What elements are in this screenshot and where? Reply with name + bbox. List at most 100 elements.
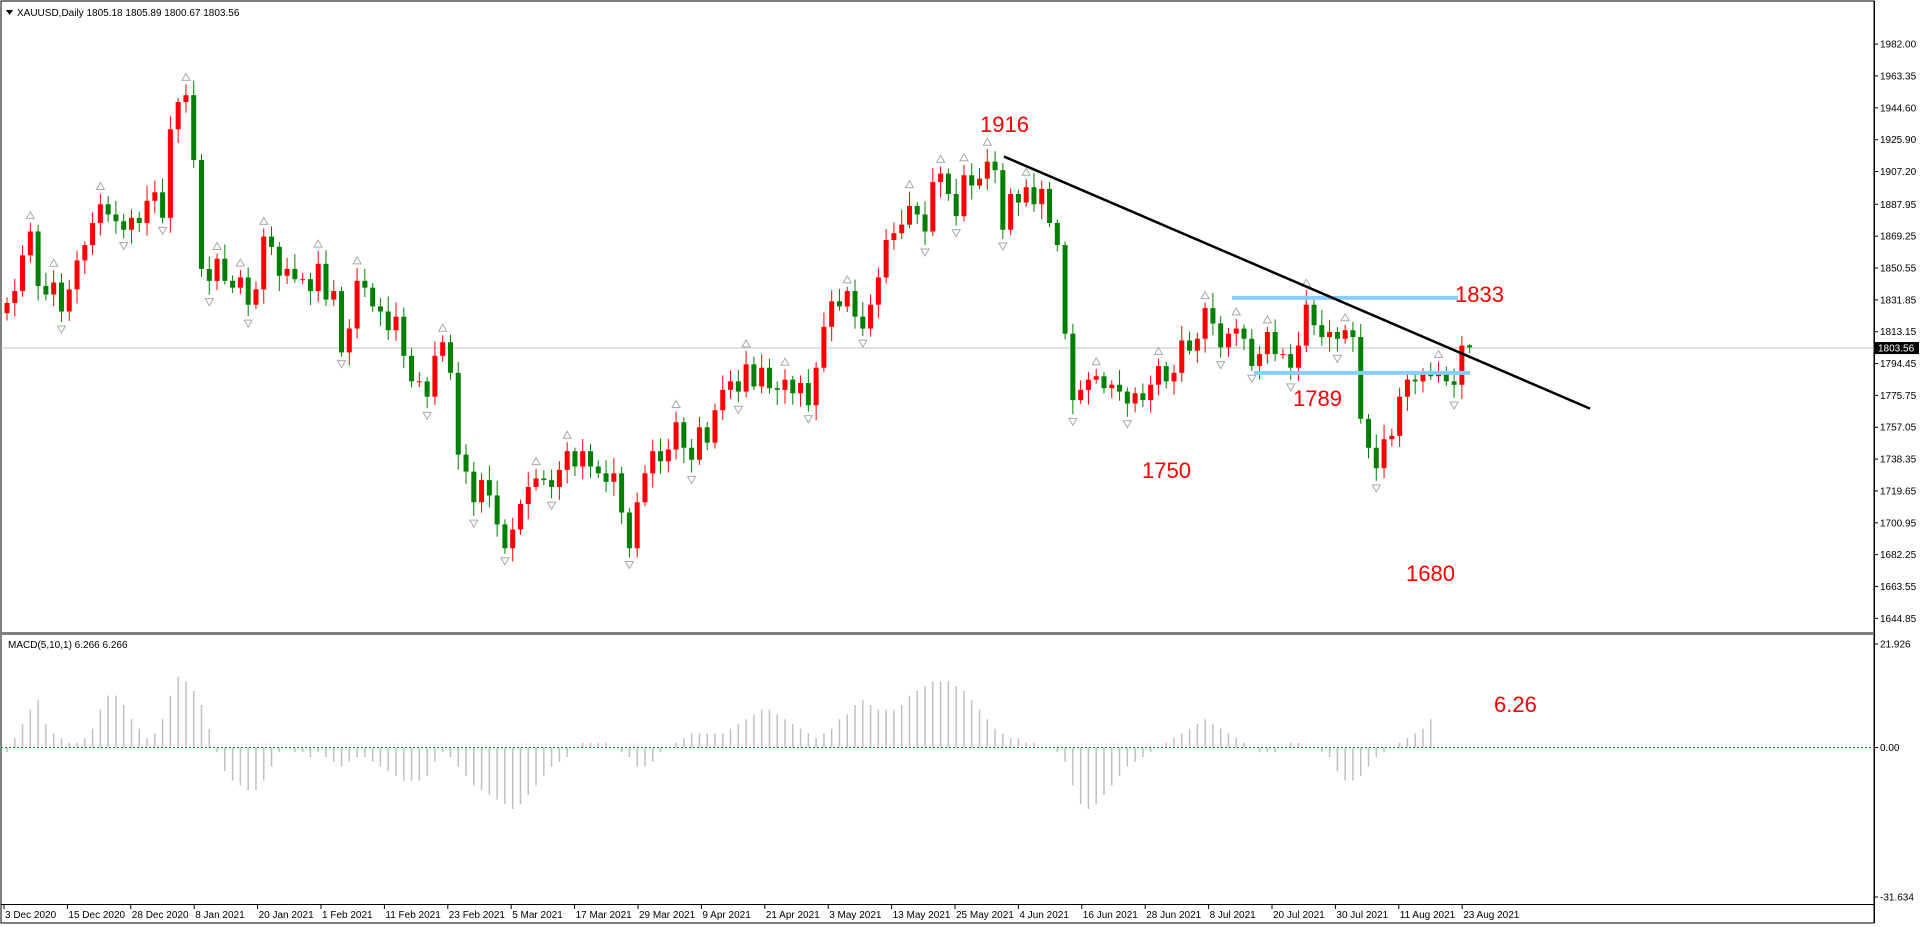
support-resistance-layer[interactable] xyxy=(1232,295,1470,375)
macd-histogram xyxy=(1,676,1874,809)
candle-bear xyxy=(1373,447,1379,469)
candle-bear xyxy=(339,291,345,353)
candle-bear xyxy=(1319,325,1325,338)
annotation-1916: 1916 xyxy=(980,112,1029,137)
candle-bull xyxy=(144,200,150,223)
fractal-up-icon xyxy=(780,357,790,366)
date-tick-label: 30 Jul 2021 xyxy=(1336,910,1388,921)
fractal-up-icon xyxy=(1433,349,1444,359)
candle-bear xyxy=(370,287,376,307)
fractal-down-icon xyxy=(1371,484,1382,493)
candle-bull xyxy=(1342,330,1348,339)
trendline-layer[interactable] xyxy=(1003,155,1591,410)
candle-bear xyxy=(1000,170,1006,230)
candle-bull xyxy=(1179,340,1185,373)
candle-bear xyxy=(1366,418,1371,448)
date-tick-label: 11 Feb 2021 xyxy=(385,910,441,921)
candle-bear xyxy=(1117,384,1123,392)
candles-layer xyxy=(4,80,1473,562)
candle-bull xyxy=(27,231,33,256)
candle-bull xyxy=(284,268,290,276)
candle-bull xyxy=(1233,328,1239,334)
candle-bull xyxy=(82,245,88,261)
candle-bear xyxy=(790,379,796,394)
candle-bull xyxy=(1327,331,1333,338)
fractal-up-icon xyxy=(741,338,751,348)
fractal-down-icon xyxy=(733,405,744,415)
candle-bear xyxy=(572,451,578,467)
candle-bull xyxy=(556,469,562,487)
candle-bear xyxy=(230,280,236,288)
candle-bear xyxy=(113,214,119,222)
candle-bear xyxy=(805,383,811,406)
candle-bear xyxy=(626,512,632,549)
fractal-down-icon xyxy=(686,475,697,485)
candle-bull xyxy=(1202,308,1208,339)
candle-bull xyxy=(440,342,446,356)
candle-bull xyxy=(798,383,804,394)
fractal-down-icon xyxy=(997,242,1008,252)
candle-bull xyxy=(1132,393,1138,404)
candle-bear xyxy=(160,192,166,218)
candle-bull xyxy=(237,277,243,288)
price-axis: 1982.00 1963.35 1944.60 1925.90 1907.20 1887.… xyxy=(1874,40,1917,625)
candle-bear xyxy=(1358,337,1364,419)
candle-bull xyxy=(1397,396,1403,436)
candle-bear xyxy=(1187,340,1193,351)
macd-axis: 21.926 0.00 -31.634 xyxy=(1874,640,1914,904)
price-tick-label: 1794.45 xyxy=(1880,359,1917,370)
fractal-down-icon xyxy=(920,248,930,258)
date-tick-label: 21 Apr 2021 xyxy=(766,910,820,921)
candle-bear xyxy=(1443,372,1449,382)
candle-bull xyxy=(759,367,765,387)
candle-bull xyxy=(1194,338,1200,351)
candle-bull xyxy=(720,389,726,411)
date-tick-label: 16 Jun 2021 xyxy=(1083,910,1138,921)
candle-bull xyxy=(728,381,734,390)
candle-bear xyxy=(1218,323,1224,348)
candle-bull xyxy=(97,204,103,223)
fractal-down-icon xyxy=(1067,417,1078,427)
candle-bull xyxy=(611,473,617,482)
date-tick-label: 13 May 2021 xyxy=(893,910,951,921)
fractal-down-icon xyxy=(422,411,432,421)
candle-bear xyxy=(1467,345,1473,348)
candle-bear xyxy=(658,451,664,462)
candle-bear xyxy=(852,291,858,317)
candle-bear xyxy=(105,204,111,215)
candle-bear xyxy=(1062,245,1068,334)
candle-bull xyxy=(1381,439,1387,469)
candle-bear xyxy=(471,471,477,503)
candle-bear xyxy=(945,173,951,195)
fractal-down-icon xyxy=(1332,354,1343,364)
fractal-up-icon xyxy=(181,72,191,81)
date-tick-label: 25 May 2021 xyxy=(956,910,1014,921)
fractal-down-icon xyxy=(1246,374,1257,384)
time-axis: 3 Dec 2020 15 Dec 2020 28 Dec 2020 8 Jan 20… xyxy=(3,904,1520,921)
fractal-down-icon xyxy=(624,561,635,570)
macd-tick-label: 0.00 xyxy=(1880,743,1900,754)
candle-bear xyxy=(1241,328,1247,339)
date-tick-label: 29 Mar 2021 xyxy=(639,910,696,921)
candle-bear xyxy=(1047,188,1053,223)
chart-menu-triangle-icon[interactable] xyxy=(6,10,13,15)
fractal-up-icon xyxy=(531,456,541,466)
fractal-up-icon xyxy=(235,257,246,267)
candle-bull xyxy=(650,451,656,474)
candle-bull xyxy=(517,503,523,530)
candle-bear xyxy=(541,478,547,481)
price-tick-label: 1925.90 xyxy=(1880,135,1917,146)
candle-bull xyxy=(175,102,181,130)
fractal-down-icon xyxy=(500,557,510,566)
candle-bull xyxy=(12,291,18,304)
candle-bull xyxy=(580,451,586,467)
candle-bull xyxy=(665,449,671,462)
candle-bear xyxy=(323,263,329,300)
candle-bear xyxy=(595,466,601,474)
candle-bull xyxy=(984,161,990,179)
fractal-down-icon xyxy=(803,415,814,424)
candle-bull xyxy=(782,379,788,390)
price-tick-label: 1982.00 xyxy=(1880,40,1917,51)
date-tick-label: 17 Mar 2021 xyxy=(576,910,633,921)
